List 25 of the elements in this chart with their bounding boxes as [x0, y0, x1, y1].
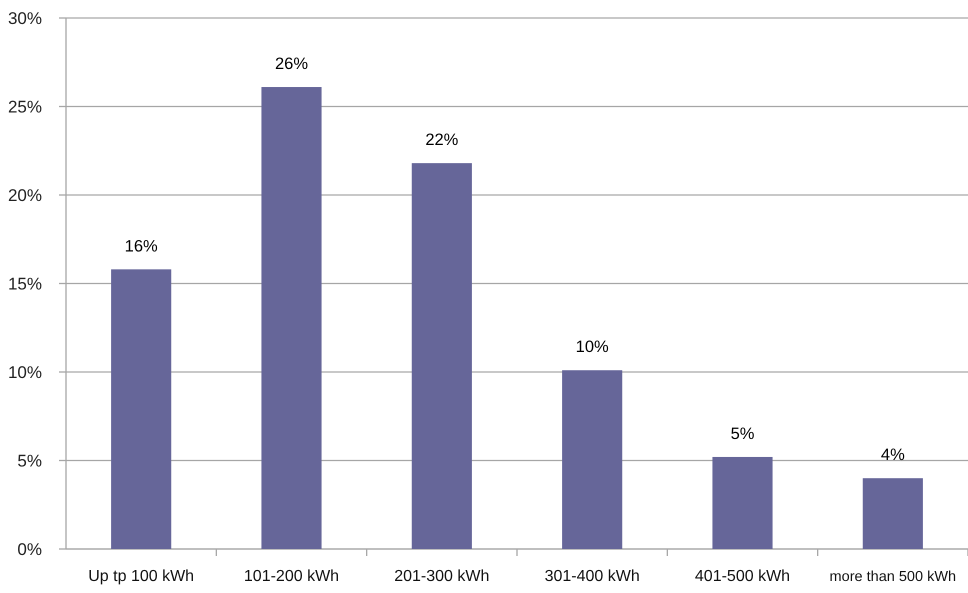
x-tick-label: more than 500 kWh: [830, 569, 956, 585]
x-tick-label: 301-400 kWh: [544, 568, 640, 585]
x-tick-label: 101-200 kWh: [244, 568, 340, 585]
bar: [862, 478, 923, 549]
y-tick-label: 10%: [8, 362, 42, 382]
y-tick-label: 30%: [8, 8, 42, 28]
data-label: 26%: [274, 55, 308, 74]
data-label: 10%: [576, 338, 610, 356]
bar: [712, 456, 773, 549]
bar: [562, 370, 622, 549]
bar: [412, 163, 472, 549]
y-tick-label: 5%: [17, 451, 42, 470]
x-tick-label: 201-300 kWh: [394, 568, 490, 585]
data-label: 4%: [880, 446, 906, 464]
x-tick-label: Up tp 100 kWh: [88, 568, 194, 585]
y-tick-label: 15%: [8, 274, 42, 294]
data-label: 5%: [730, 424, 755, 443]
y-tick-label: 0%: [17, 540, 42, 559]
bar: [111, 269, 172, 549]
data-label: 16%: [124, 237, 158, 256]
y-tick-label: 25%: [8, 97, 42, 116]
data-label: 22%: [425, 131, 459, 150]
x-tick-label: 401-500 kWh: [694, 568, 790, 585]
y-tick-label: 20%: [8, 186, 42, 205]
bar: [261, 87, 322, 549]
